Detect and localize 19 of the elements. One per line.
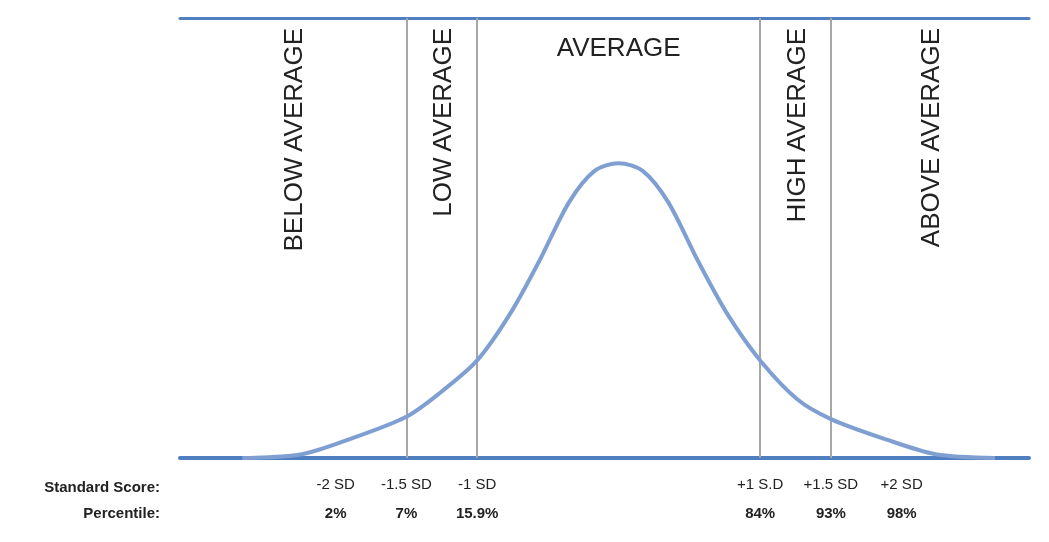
annotation: HIGH AVERAGE: [780, 28, 811, 223]
text: 93%: [815, 503, 846, 521]
annotation: LOW AVERAGE: [426, 28, 457, 217]
annotation: BELOW AVERAGE: [278, 28, 309, 252]
x-tick-label: +2 SD: [880, 475, 923, 492]
annotation: ABOVE AVERAGE: [914, 28, 945, 248]
text: Percentile:: [83, 503, 160, 521]
x-tick-label: -2 SD: [316, 475, 355, 492]
x-tick-label: +1.5 SD: [803, 475, 859, 492]
text: AVERAGE: [556, 32, 681, 62]
x-tick-label: -1 SD: [457, 475, 497, 492]
text: 84%: [745, 503, 776, 521]
x-axis-title: Standard Score:: [44, 477, 160, 495]
text: 15.9%: [455, 503, 499, 521]
x-tick-label: +1 S.D: [737, 475, 784, 492]
text: 98%: [886, 503, 917, 521]
text: 7%: [395, 503, 418, 521]
text: 2%: [324, 503, 347, 521]
x-tick-label: -1.5 SD: [380, 475, 432, 492]
